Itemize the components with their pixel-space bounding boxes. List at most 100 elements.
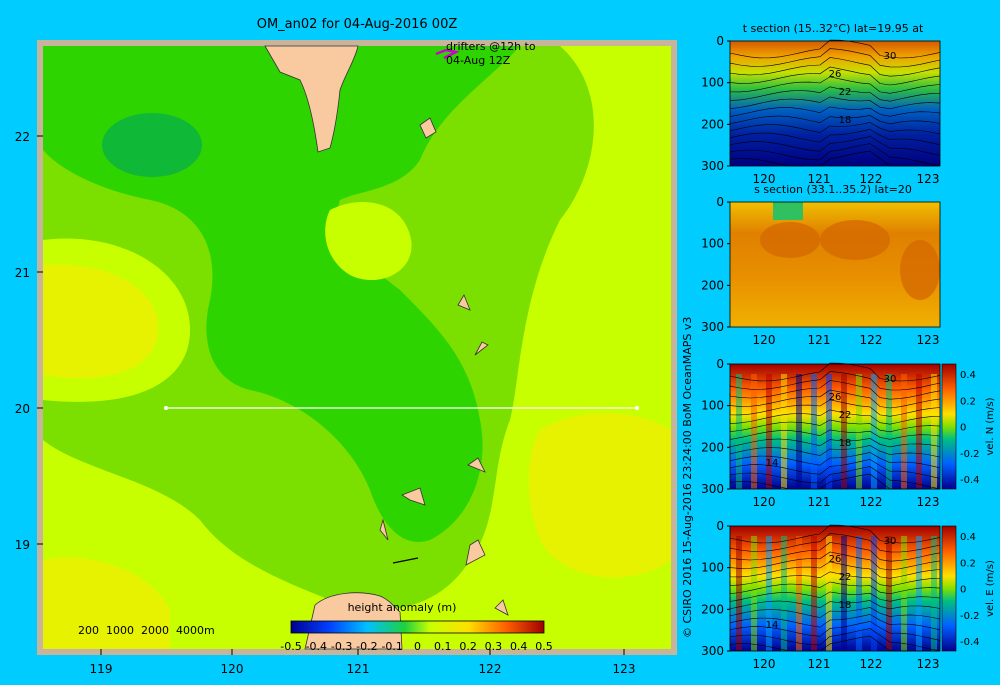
section-field — [730, 41, 940, 166]
depth-tick-label: 200 — [701, 602, 724, 616]
depth-tick-label: 0 — [716, 195, 724, 209]
lon-tick-label: 121 — [808, 657, 831, 671]
lon-tick-label: 122 — [860, 657, 883, 671]
velocity-colorbar-tick: -0.4 — [960, 475, 980, 486]
contour-line — [729, 628, 941, 652]
lon-tick-label: 122 — [479, 662, 502, 676]
contour-label: 30 — [884, 536, 897, 547]
credit-text: © CSIRO 2016 15-Aug-2016 23:24:00 BoM Oc… — [681, 317, 694, 638]
velocity-stripe — [811, 536, 817, 651]
velocity-stripe — [856, 374, 862, 489]
section-line-start — [164, 406, 168, 410]
island-2 — [457, 294, 471, 311]
map-title: OM_an02 for 04-Aug-2016 00Z — [257, 17, 458, 32]
lon-tick-label: 122 — [860, 172, 883, 186]
contour-label: 18 — [839, 600, 852, 611]
contour-line — [729, 129, 941, 146]
velocity-colorbar-tick: -0.4 — [960, 637, 980, 648]
section-panel-4: 30 26 22 18 14 0 100 200 300 120 121 122 123 0.4 0.2 0 -… — [701, 519, 996, 671]
velocity-stripe — [826, 374, 832, 489]
velocity-colorbar — [941, 525, 957, 652]
velocity-stripe — [781, 536, 787, 651]
velocity-stripe — [931, 536, 937, 651]
latitude-axis: 22 21 20 19 — [15, 130, 43, 552]
lat-tick-label: 21 — [15, 266, 30, 280]
velocity-colorbar-label: vel. E (m/s) — [985, 560, 996, 617]
island-4 — [467, 457, 486, 473]
section-panel-3: 30 26 22 18 14 0 100 200 300 120 121 122 123 0.4 0.2 0 -… — [701, 357, 996, 509]
contour-line — [729, 466, 941, 490]
contour-line — [729, 76, 941, 94]
contour-line — [729, 571, 941, 587]
island-1 — [419, 117, 437, 139]
velocity-colorbar — [941, 363, 957, 490]
section-frame — [729, 525, 941, 652]
contour-line — [729, 86, 941, 102]
lon-tick-label: 123 — [917, 172, 940, 186]
contour-line — [729, 419, 941, 433]
lon-tick-label: 121 — [808, 172, 831, 186]
contour-label: 22 — [839, 87, 852, 98]
contour-line — [729, 380, 941, 400]
salinity-low-patch — [773, 202, 803, 220]
contour-label: 18 — [839, 438, 852, 449]
depth-tick-label: 200 — [701, 117, 724, 131]
drifters-label-line1: drifters @12h to — [446, 40, 536, 53]
contour-line — [729, 621, 941, 641]
contour-line — [729, 39, 941, 59]
contour-line — [729, 136, 941, 156]
contour-line — [729, 445, 941, 458]
depth-tick-label: 300 — [701, 159, 724, 173]
contour-line — [729, 48, 941, 68]
contour-label: 26 — [829, 392, 842, 403]
velocity-colorbar-tick: 0 — [960, 585, 966, 596]
section-frame — [729, 363, 941, 490]
depth-tick-label: 100 — [701, 561, 724, 575]
depth-tick-label: 0 — [716, 357, 724, 371]
contour-line — [729, 122, 941, 135]
anomaly-high-west — [43, 264, 159, 378]
babuyan-island — [494, 599, 509, 616]
contour-line — [729, 614, 941, 631]
contour-label: 30 — [884, 374, 897, 385]
velocity-colorbar-tick: -0.2 — [960, 611, 980, 622]
lon-tick-label: 123 — [917, 333, 940, 347]
lon-tick-label: 123 — [917, 657, 940, 671]
velocity-stripe — [916, 374, 922, 489]
section-line-end — [635, 406, 639, 410]
map-panel: drifters @12h to 04-Aug 12Z 200 1000 200… — [37, 40, 677, 655]
taiwan-landmass — [264, 45, 359, 153]
contour-label: 26 — [829, 69, 842, 80]
salinity-blotch — [900, 240, 940, 300]
contour-line — [729, 143, 941, 167]
lon-tick-label: 123 — [917, 495, 940, 509]
colorbar-title: height anomaly (m) — [348, 601, 457, 614]
depth-tick-label: 0 — [716, 519, 724, 533]
contour-label: 30 — [884, 51, 897, 62]
lon-tick-label: 120 — [753, 333, 776, 347]
velocity-stripe — [841, 374, 847, 489]
section-title: s section (33.1..35.2) lat=20 — [754, 183, 912, 196]
colorbar-ticks: -0.5 -0.4 -0.3 -0.2 -0.1 0 0.1 0.2 0.3 0.4 0.5 — [280, 640, 552, 653]
contour-label: 26 — [829, 554, 842, 565]
salinity-blotch — [820, 220, 890, 260]
bathymetry-legend: 200 1000 2000 4000m — [78, 624, 215, 637]
section-panels: 30 26 22 18 t section (15..32°C) lat=19.95 a… — [701, 22, 996, 671]
section-frame — [729, 201, 941, 328]
section-title: t section (15..32°C) lat=19.95 at — [743, 22, 924, 35]
velocity-stripe — [781, 374, 787, 489]
velocity-stripe — [931, 374, 937, 489]
lon-tick-label: 121 — [808, 333, 831, 347]
velocity-stripe — [916, 536, 922, 651]
contour-line — [729, 429, 941, 440]
velocity-stripe — [871, 374, 877, 489]
contour-label: 14 — [766, 620, 779, 631]
contour-line — [729, 106, 941, 117]
contour-line — [729, 399, 941, 417]
contour-line — [729, 524, 941, 544]
longitude-axis: 119 120 121 122 123 — [90, 649, 635, 676]
colorbar-tick-label: 0.4 — [510, 640, 528, 653]
anomaly-low-patch — [102, 113, 202, 177]
depth-tick-label: 100 — [701, 76, 724, 90]
velocity-colorbar-tick: 0.4 — [960, 532, 976, 543]
